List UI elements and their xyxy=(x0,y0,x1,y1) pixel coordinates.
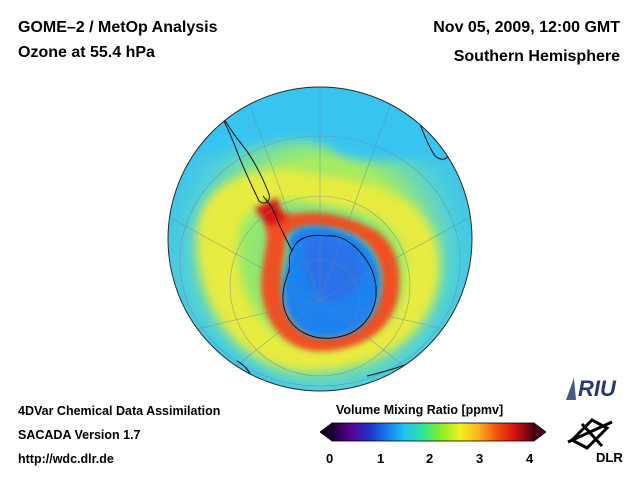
colorbar-tick-1: 1 xyxy=(377,451,385,466)
antarctic-peninsula xyxy=(262,195,293,252)
graticule xyxy=(168,87,472,391)
riu-logo-mark xyxy=(566,378,576,400)
footer-method: 4DVar Chemical Data Assimilation xyxy=(18,404,221,418)
colorbar-title: Volume Mixing Ratio [ppmv] xyxy=(336,403,504,417)
footer-version: SACADA Version 1.7 xyxy=(18,428,141,442)
map-region: Southern Hemisphere xyxy=(453,48,620,65)
colorbar-tick-3: 3 xyxy=(476,451,484,466)
map-subtitle: Ozone at 55.4 hPa xyxy=(18,44,155,61)
south-america-coast xyxy=(206,90,270,204)
ozone-globe-map xyxy=(167,86,473,392)
dlr-logo-text: DLR xyxy=(596,450,623,465)
footer-url[interactable]: http://wdc.dlr.de xyxy=(18,452,114,466)
colorbar-tick-0: 0 xyxy=(326,451,334,466)
ozone-collar-max xyxy=(261,212,400,352)
map-datetime: Nov 05, 2009, 12:00 GMT xyxy=(433,19,620,36)
colorbar xyxy=(320,422,546,442)
colorbar-gradient xyxy=(331,422,535,442)
colorbar-high-arrow xyxy=(533,422,546,442)
colorbar-low-arrow xyxy=(320,422,333,442)
riu-logo-text: RIU xyxy=(578,376,617,401)
dlr-logo-mark xyxy=(567,418,613,450)
colorbar-tick-4: 4 xyxy=(526,451,534,466)
midlatitude-high-ozone-band xyxy=(197,170,440,372)
riu-logo: RIU xyxy=(566,376,617,401)
map-title: GOME–2 / MetOp Analysis xyxy=(18,19,218,36)
dlr-logo: DLR xyxy=(567,418,623,465)
antarctica-coast xyxy=(282,234,377,339)
colorbar-tick-2: 2 xyxy=(426,451,434,466)
